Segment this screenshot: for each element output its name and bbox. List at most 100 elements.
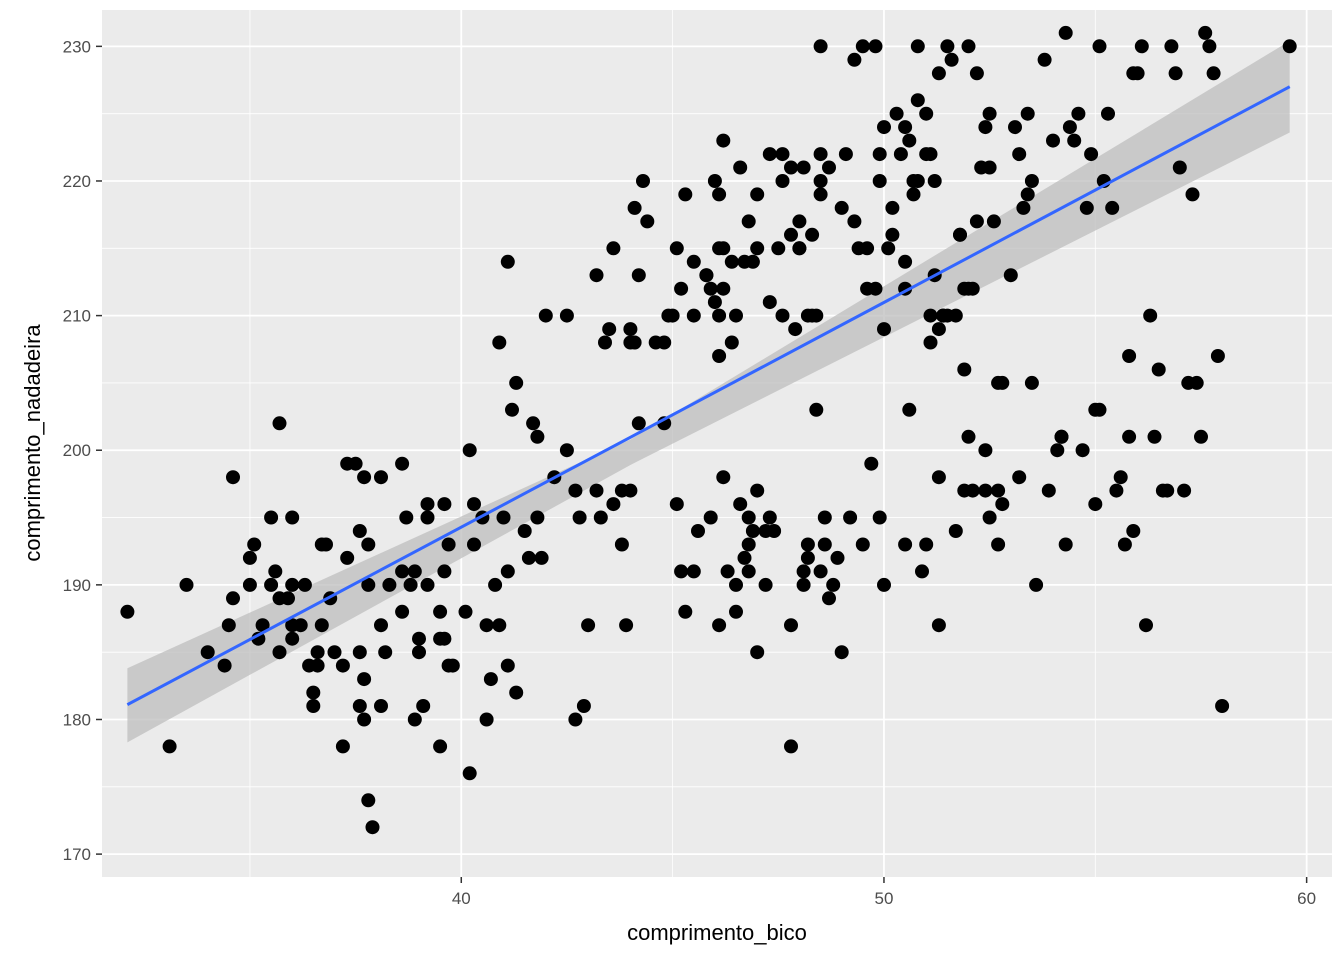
data-point	[1037, 52, 1052, 67]
data-point	[686, 254, 701, 269]
data-point	[268, 564, 283, 579]
data-point	[957, 362, 972, 377]
data-point	[716, 241, 731, 256]
data-point	[881, 241, 896, 256]
data-point	[412, 631, 426, 646]
data-point	[403, 577, 418, 592]
data-point	[572, 510, 587, 525]
data-point	[1024, 174, 1039, 188]
data-point	[893, 147, 908, 162]
data-point	[496, 510, 511, 525]
data-point	[657, 335, 672, 350]
data-point	[437, 497, 452, 512]
data-point	[1143, 308, 1158, 323]
data-point	[285, 510, 300, 525]
data-point	[1126, 66, 1141, 81]
data-point	[314, 618, 329, 633]
data-point	[226, 591, 240, 606]
data-point	[1041, 483, 1056, 498]
data-point	[120, 604, 135, 619]
data-point	[606, 241, 621, 256]
data-point	[162, 739, 177, 754]
data-point	[335, 739, 350, 754]
data-point	[741, 510, 756, 525]
data-point	[737, 550, 752, 565]
data-point	[534, 550, 549, 565]
data-point	[978, 120, 993, 135]
data-point	[589, 268, 604, 283]
data-point	[707, 295, 722, 310]
data-point	[936, 308, 951, 323]
data-point	[242, 577, 257, 592]
data-point	[965, 483, 980, 498]
data-point	[623, 483, 638, 498]
data-point	[792, 241, 807, 256]
data-point	[1210, 349, 1225, 363]
data-point	[445, 658, 460, 673]
data-point	[420, 497, 435, 512]
data-point	[200, 645, 215, 660]
data-point	[741, 564, 756, 579]
data-point	[674, 281, 689, 296]
data-point	[712, 308, 727, 323]
data-point	[179, 577, 194, 592]
data-point	[758, 577, 773, 592]
data-point	[1029, 577, 1044, 592]
data-point	[843, 510, 858, 525]
data-point	[834, 645, 849, 660]
data-point	[969, 66, 984, 81]
data-point	[716, 133, 731, 148]
data-point	[1062, 120, 1077, 135]
data-point	[1117, 537, 1132, 552]
data-point	[661, 308, 676, 323]
data-points	[120, 25, 1297, 835]
data-point	[813, 39, 828, 54]
data-point	[855, 39, 870, 54]
data-point	[788, 322, 803, 337]
data-point	[733, 160, 748, 175]
data-point	[872, 147, 887, 162]
data-point	[750, 187, 765, 202]
data-point	[593, 510, 608, 525]
data-point	[285, 631, 300, 646]
data-point	[378, 645, 393, 660]
data-point	[1134, 39, 1149, 54]
data-point	[1113, 470, 1128, 485]
data-point	[1079, 200, 1094, 215]
data-point	[1198, 25, 1213, 40]
data-point	[293, 618, 308, 633]
data-point	[872, 510, 887, 525]
data-point	[741, 537, 756, 552]
data-point	[1122, 349, 1137, 363]
data-point	[877, 577, 891, 592]
data-point	[877, 120, 891, 135]
data-point	[492, 618, 507, 633]
data-point	[1151, 362, 1166, 377]
x-axis-ticks: 40 50 60	[452, 877, 1316, 908]
data-point	[898, 254, 913, 269]
data-point	[898, 537, 913, 552]
data-point	[762, 510, 777, 525]
data-point	[467, 537, 481, 552]
data-point	[1126, 524, 1141, 538]
x-axis-title: comprimento_bico	[627, 920, 807, 945]
data-point	[530, 510, 545, 525]
data-point	[847, 214, 862, 229]
data-point	[352, 524, 367, 538]
data-point	[889, 106, 904, 121]
data-point	[272, 645, 287, 660]
data-point	[712, 349, 727, 363]
data-point	[365, 820, 380, 835]
data-point	[335, 658, 350, 673]
data-point	[272, 416, 287, 431]
data-point	[526, 416, 541, 431]
y-axis-title: comprimento_nadadeira	[20, 324, 45, 562]
data-point	[382, 577, 397, 592]
data-point	[1071, 106, 1086, 121]
data-point	[991, 537, 1006, 552]
data-point	[420, 510, 435, 525]
data-point	[606, 497, 621, 512]
data-point	[720, 564, 735, 579]
data-point	[1020, 187, 1035, 202]
data-point	[1122, 429, 1137, 444]
